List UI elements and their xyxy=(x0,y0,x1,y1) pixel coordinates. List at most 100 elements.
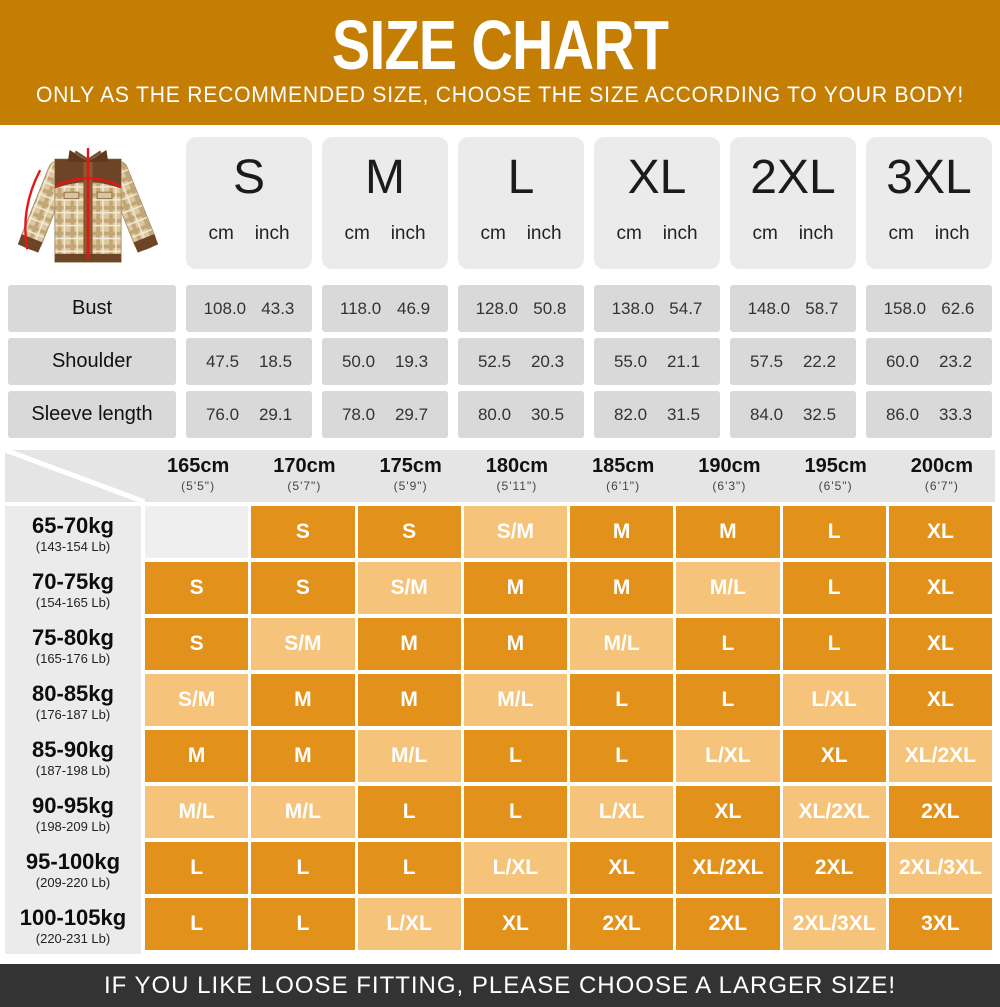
recommended-size-cell: XL xyxy=(888,674,995,730)
page-title: SIZE CHART xyxy=(331,6,669,84)
measurement-value-cell: 47.5 18.5 xyxy=(186,338,312,385)
footer-note-bar: IF YOU LIKE LOOSE FITTING, PLEASE CHOOSE… xyxy=(0,964,1000,1007)
unit-labels: cm inch xyxy=(594,223,720,245)
recommended-size-cell: L/XL xyxy=(676,730,783,786)
recommended-size-cell: XL xyxy=(888,506,995,562)
recommended-size-cell: S/M xyxy=(463,506,570,562)
measurement-value-cell: 80.0 30.5 xyxy=(458,391,584,438)
weight-lb: (154-165 Lb) xyxy=(35,595,111,610)
recommended-size-cell: L/XL xyxy=(463,842,570,898)
recommended-size-cell: XL xyxy=(676,786,783,842)
unit-label: inch xyxy=(390,223,426,244)
cm-value: 80.0 xyxy=(477,404,512,424)
unit-labels: cm inch xyxy=(322,223,448,245)
plaid-jacket-icon xyxy=(17,148,159,263)
cm-inch-pair: 50.0 19.3 xyxy=(322,352,448,372)
height-feet: (5'9") xyxy=(393,479,428,493)
weight-lb: (176-187 Lb) xyxy=(35,707,111,722)
recommended-size-cell: L/XL xyxy=(357,898,464,954)
recommended-size-cell: 2XL xyxy=(782,842,889,898)
inch-value: 18.5 xyxy=(258,351,293,371)
size-column-header: 2XL cm inch xyxy=(730,137,856,269)
height-cm: 175cm xyxy=(379,455,442,477)
recommended-size-cell: S xyxy=(145,562,252,618)
recommended-size-cell: M xyxy=(251,730,358,786)
recommended-size-cell: L xyxy=(145,842,252,898)
recommended-size-cell: M xyxy=(570,506,677,562)
recommended-size-cell: 2XL xyxy=(676,898,783,954)
measurement-value-cell: 52.5 20.3 xyxy=(458,338,584,385)
height-feet: (6'1") xyxy=(606,479,641,493)
weight-row-label: 90-95kg (198-209 Lb) xyxy=(5,786,145,842)
cm-inch-pair: 84.0 32.5 xyxy=(730,405,856,425)
measurement-value-cell: 128.0 50.8 xyxy=(458,285,584,332)
cm-value: 108.0 xyxy=(203,298,247,318)
weight-kg: 95-100kg xyxy=(25,849,121,874)
height-column-header: 165cm (5'5") xyxy=(145,450,252,506)
cm-value: 55.0 xyxy=(613,351,648,371)
cm-inch-pair: 148.0 58.7 xyxy=(730,299,856,319)
cm-inch-pair: 82.0 31.5 xyxy=(594,405,720,425)
inch-value: 58.7 xyxy=(805,298,839,318)
unit-label: inch xyxy=(662,223,698,244)
recommended-size-cell: S xyxy=(251,562,358,618)
inch-value: 50.8 xyxy=(533,298,567,318)
recommended-size-cell: M/L xyxy=(251,786,358,842)
recommended-size-cell: L xyxy=(463,730,570,786)
measurement-value-cell: 55.0 21.1 xyxy=(594,338,720,385)
cm-value: 86.0 xyxy=(885,404,920,424)
cm-inch-pair: 80.0 30.5 xyxy=(458,405,584,425)
banner-subtitle: ONLY AS THE RECOMMENDED SIZE, CHOOSE THE… xyxy=(35,82,965,107)
size-label: XL xyxy=(627,151,687,204)
inch-value: 33.3 xyxy=(938,404,973,424)
inch-value: 20.3 xyxy=(530,351,565,371)
recommended-size-cell: XL/2XL xyxy=(888,730,995,786)
weight-kg: 85-90kg xyxy=(32,737,114,762)
weight-row-label: 100-105kg (220-231 Lb) xyxy=(5,898,145,954)
recommended-size-cell: 2XL xyxy=(888,786,995,842)
height-cm: 185cm xyxy=(591,455,655,477)
unit-label: cm xyxy=(208,223,234,244)
measurement-value-cell: 78.0 29.7 xyxy=(322,391,448,438)
measurement-value-cell: 50.0 19.3 xyxy=(322,338,448,385)
cm-inch-pair: 52.5 20.3 xyxy=(458,352,584,372)
recommended-size-cell: 2XL/3XL xyxy=(888,842,995,898)
unit-labels: cm inch xyxy=(866,223,992,245)
recommended-size-cell: 3XL xyxy=(888,898,995,954)
weight-row-label: 85-90kg (187-198 Lb) xyxy=(5,730,145,786)
unit-label: inch xyxy=(526,223,562,244)
recommended-size-cell xyxy=(145,506,252,562)
height-column-header: 200cm (6'7") xyxy=(888,450,995,506)
height-feet: (5'7") xyxy=(287,479,322,493)
height-column-header: 185cm (6'1") xyxy=(570,450,677,506)
recommended-size-cell: M xyxy=(570,562,677,618)
measurement-label: Bust xyxy=(8,285,176,332)
measurement-row: Bust 108.0 43.3 118.0 46.9 128.0 50.8 138.0 54.7… xyxy=(8,285,992,332)
recommended-size-cell: M xyxy=(145,730,252,786)
unit-labels: cm inch xyxy=(458,223,584,245)
cm-inch-pair: 158.0 62.6 xyxy=(866,299,992,319)
weight-lb: (143-154 Lb) xyxy=(35,539,111,554)
recommended-size-cell: XL xyxy=(782,730,889,786)
measurement-value-cell: 118.0 46.9 xyxy=(322,285,448,332)
inch-value: 54.7 xyxy=(669,298,703,318)
weight-row-label: 80-85kg (176-187 Lb) xyxy=(5,674,145,730)
height-cm: 180cm xyxy=(485,455,549,477)
cm-value: 138.0 xyxy=(611,298,655,318)
weight-lb: (165-176 Lb) xyxy=(35,651,111,666)
recommended-size-cell: XL xyxy=(888,562,995,618)
recommended-size-cell: L xyxy=(782,506,889,562)
unit-label: cm xyxy=(344,223,370,244)
cm-inch-pair: 76.0 29.1 xyxy=(186,405,312,425)
unit-label: inch xyxy=(934,223,970,244)
matrix-corner-cell xyxy=(5,450,145,506)
recommended-size-cell: L xyxy=(463,786,570,842)
weight-kg: 70-75kg xyxy=(32,569,114,594)
recommended-size-cell: L xyxy=(145,898,252,954)
cm-value: 60.0 xyxy=(885,351,920,371)
weight-kg: 75-80kg xyxy=(32,625,114,650)
height-feet: (6'7") xyxy=(924,479,959,493)
